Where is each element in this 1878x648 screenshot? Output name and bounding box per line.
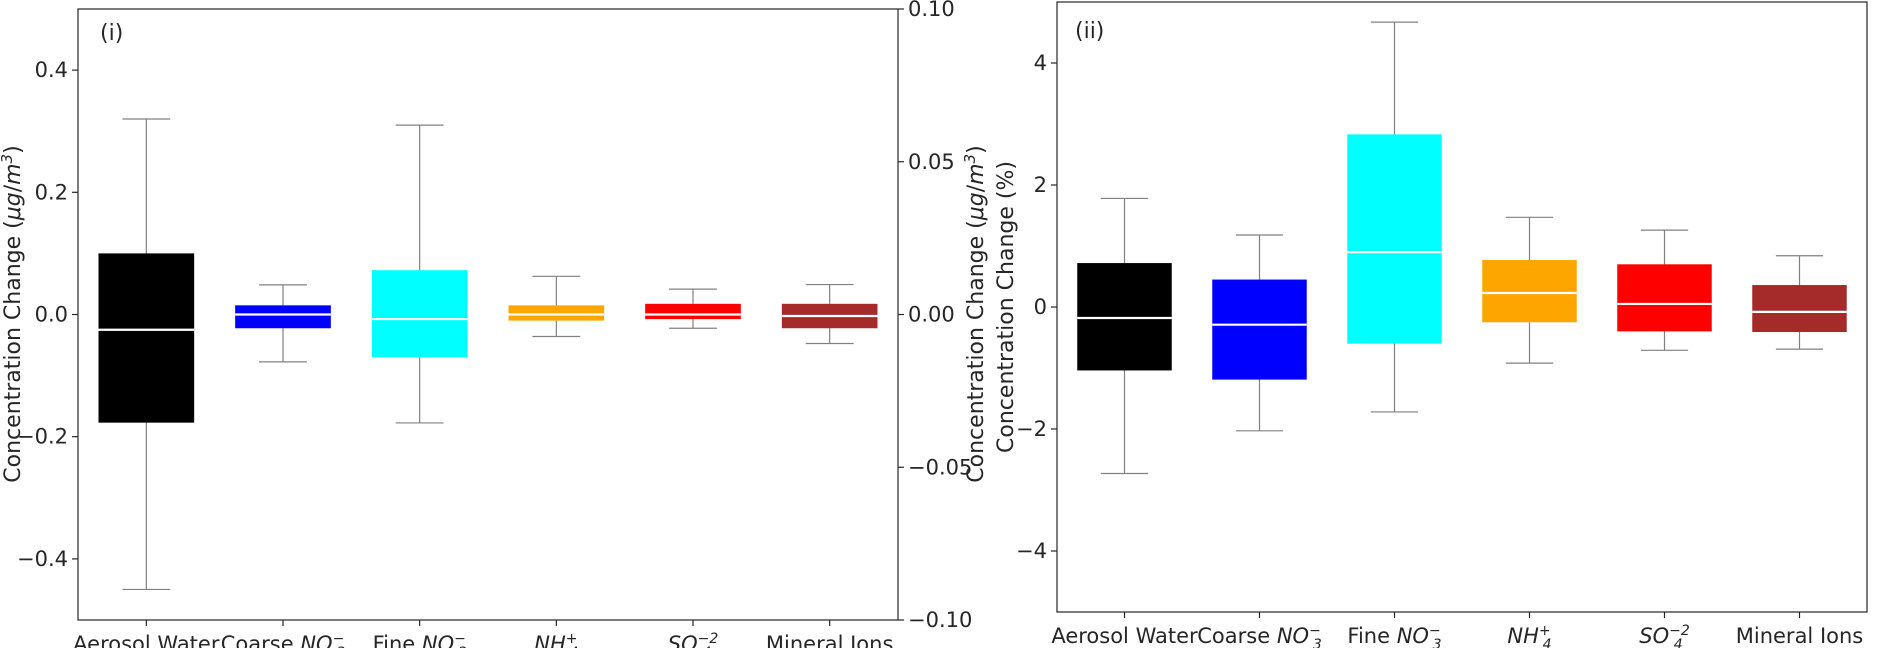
- x-tick-label: Aerosol Water: [1051, 624, 1198, 648]
- box-2: [1347, 21, 1442, 413]
- box-body: [1077, 263, 1172, 371]
- box-body: [235, 305, 331, 329]
- x-tick-label: Coarse NO−3: [1197, 623, 1321, 648]
- y2-tick-label: −0.10: [908, 608, 972, 632]
- y2-tick-label: 0.00: [908, 303, 955, 327]
- box-body: [1752, 285, 1847, 333]
- x-tick-label: Fine NO−3: [373, 631, 467, 648]
- y-tick-label: −0.2: [17, 425, 68, 449]
- left-axis-label: Concentration Change (%): [994, 161, 1019, 453]
- box-body: [1482, 260, 1577, 323]
- y-tick-label: 0.2: [35, 180, 68, 204]
- box-5: [1752, 255, 1847, 350]
- y-tick-label: −0.4: [17, 547, 68, 571]
- x-tick-label: NH+4: [1507, 623, 1551, 648]
- box-1: [235, 284, 331, 363]
- y2-tick-label: 0.10: [908, 0, 955, 21]
- box-body: [508, 305, 605, 321]
- chart-panel-i: (i) −0.4 −0.2 0.0 0.2 0.4 −0.10 −0.05 0.00 0.05…: [0, 0, 989, 648]
- left-axis-label: Concentration Change (μg/m3): [0, 145, 26, 482]
- x-tick-label: Aerosol Water: [73, 632, 220, 648]
- x-tick-label: Mineral Ions: [766, 632, 894, 648]
- box-body: [371, 270, 468, 358]
- box-2: [371, 124, 468, 424]
- box-5: [781, 283, 878, 345]
- y2-tick-label: −0.05: [908, 455, 972, 479]
- box-series: [1077, 21, 1847, 475]
- box-3: [1482, 216, 1577, 364]
- y-tick-label: −2: [1016, 417, 1047, 441]
- box-3: [508, 275, 605, 338]
- box-series: [98, 118, 878, 591]
- box-4: [645, 288, 741, 329]
- box-0: [1077, 197, 1172, 475]
- y-tick-label: 4: [1034, 51, 1047, 75]
- x-tick-label: NH+4: [534, 631, 578, 648]
- y-tick-label: 0: [1034, 295, 1047, 319]
- y2-tick-label: 0.05: [908, 150, 955, 174]
- left-y-axis: −0.4 −0.2 0.0 0.2 0.4: [17, 58, 78, 571]
- box-body: [1212, 279, 1307, 380]
- y-tick-label: 0.4: [35, 58, 68, 82]
- panel-label: (i): [100, 21, 123, 46]
- chart-panel-ii: (ii) −4 −2 0 2 4 Aerosol Water Coarse NO− 3 Fin…: [994, 1, 1868, 648]
- x-tick-label: Mineral Ions: [1736, 624, 1864, 648]
- box-body: [645, 303, 741, 320]
- x-tick-label: SO−24: [668, 631, 719, 648]
- x-tick-label: Coarse NO−3: [221, 631, 345, 648]
- panel-label: (ii): [1075, 19, 1104, 44]
- right-y-axis: −0.10 −0.05 0.00 0.05 0.10: [898, 0, 972, 632]
- left-y-axis: −4 −2 0 2 4: [1016, 51, 1057, 563]
- box-0: [98, 118, 195, 591]
- box-body: [98, 253, 195, 423]
- box-body: [1617, 264, 1712, 332]
- box-4: [1617, 229, 1712, 351]
- y-tick-label: 2: [1034, 173, 1047, 197]
- x-tick-label: Fine NO−3: [1347, 623, 1441, 648]
- box-body: [1347, 134, 1442, 344]
- y-tick-label: 0.0: [35, 303, 68, 327]
- y-tick-label: −4: [1016, 539, 1047, 563]
- box-1: [1212, 234, 1307, 432]
- right-axis-label: Concentration Change (μg/m3): [961, 145, 989, 482]
